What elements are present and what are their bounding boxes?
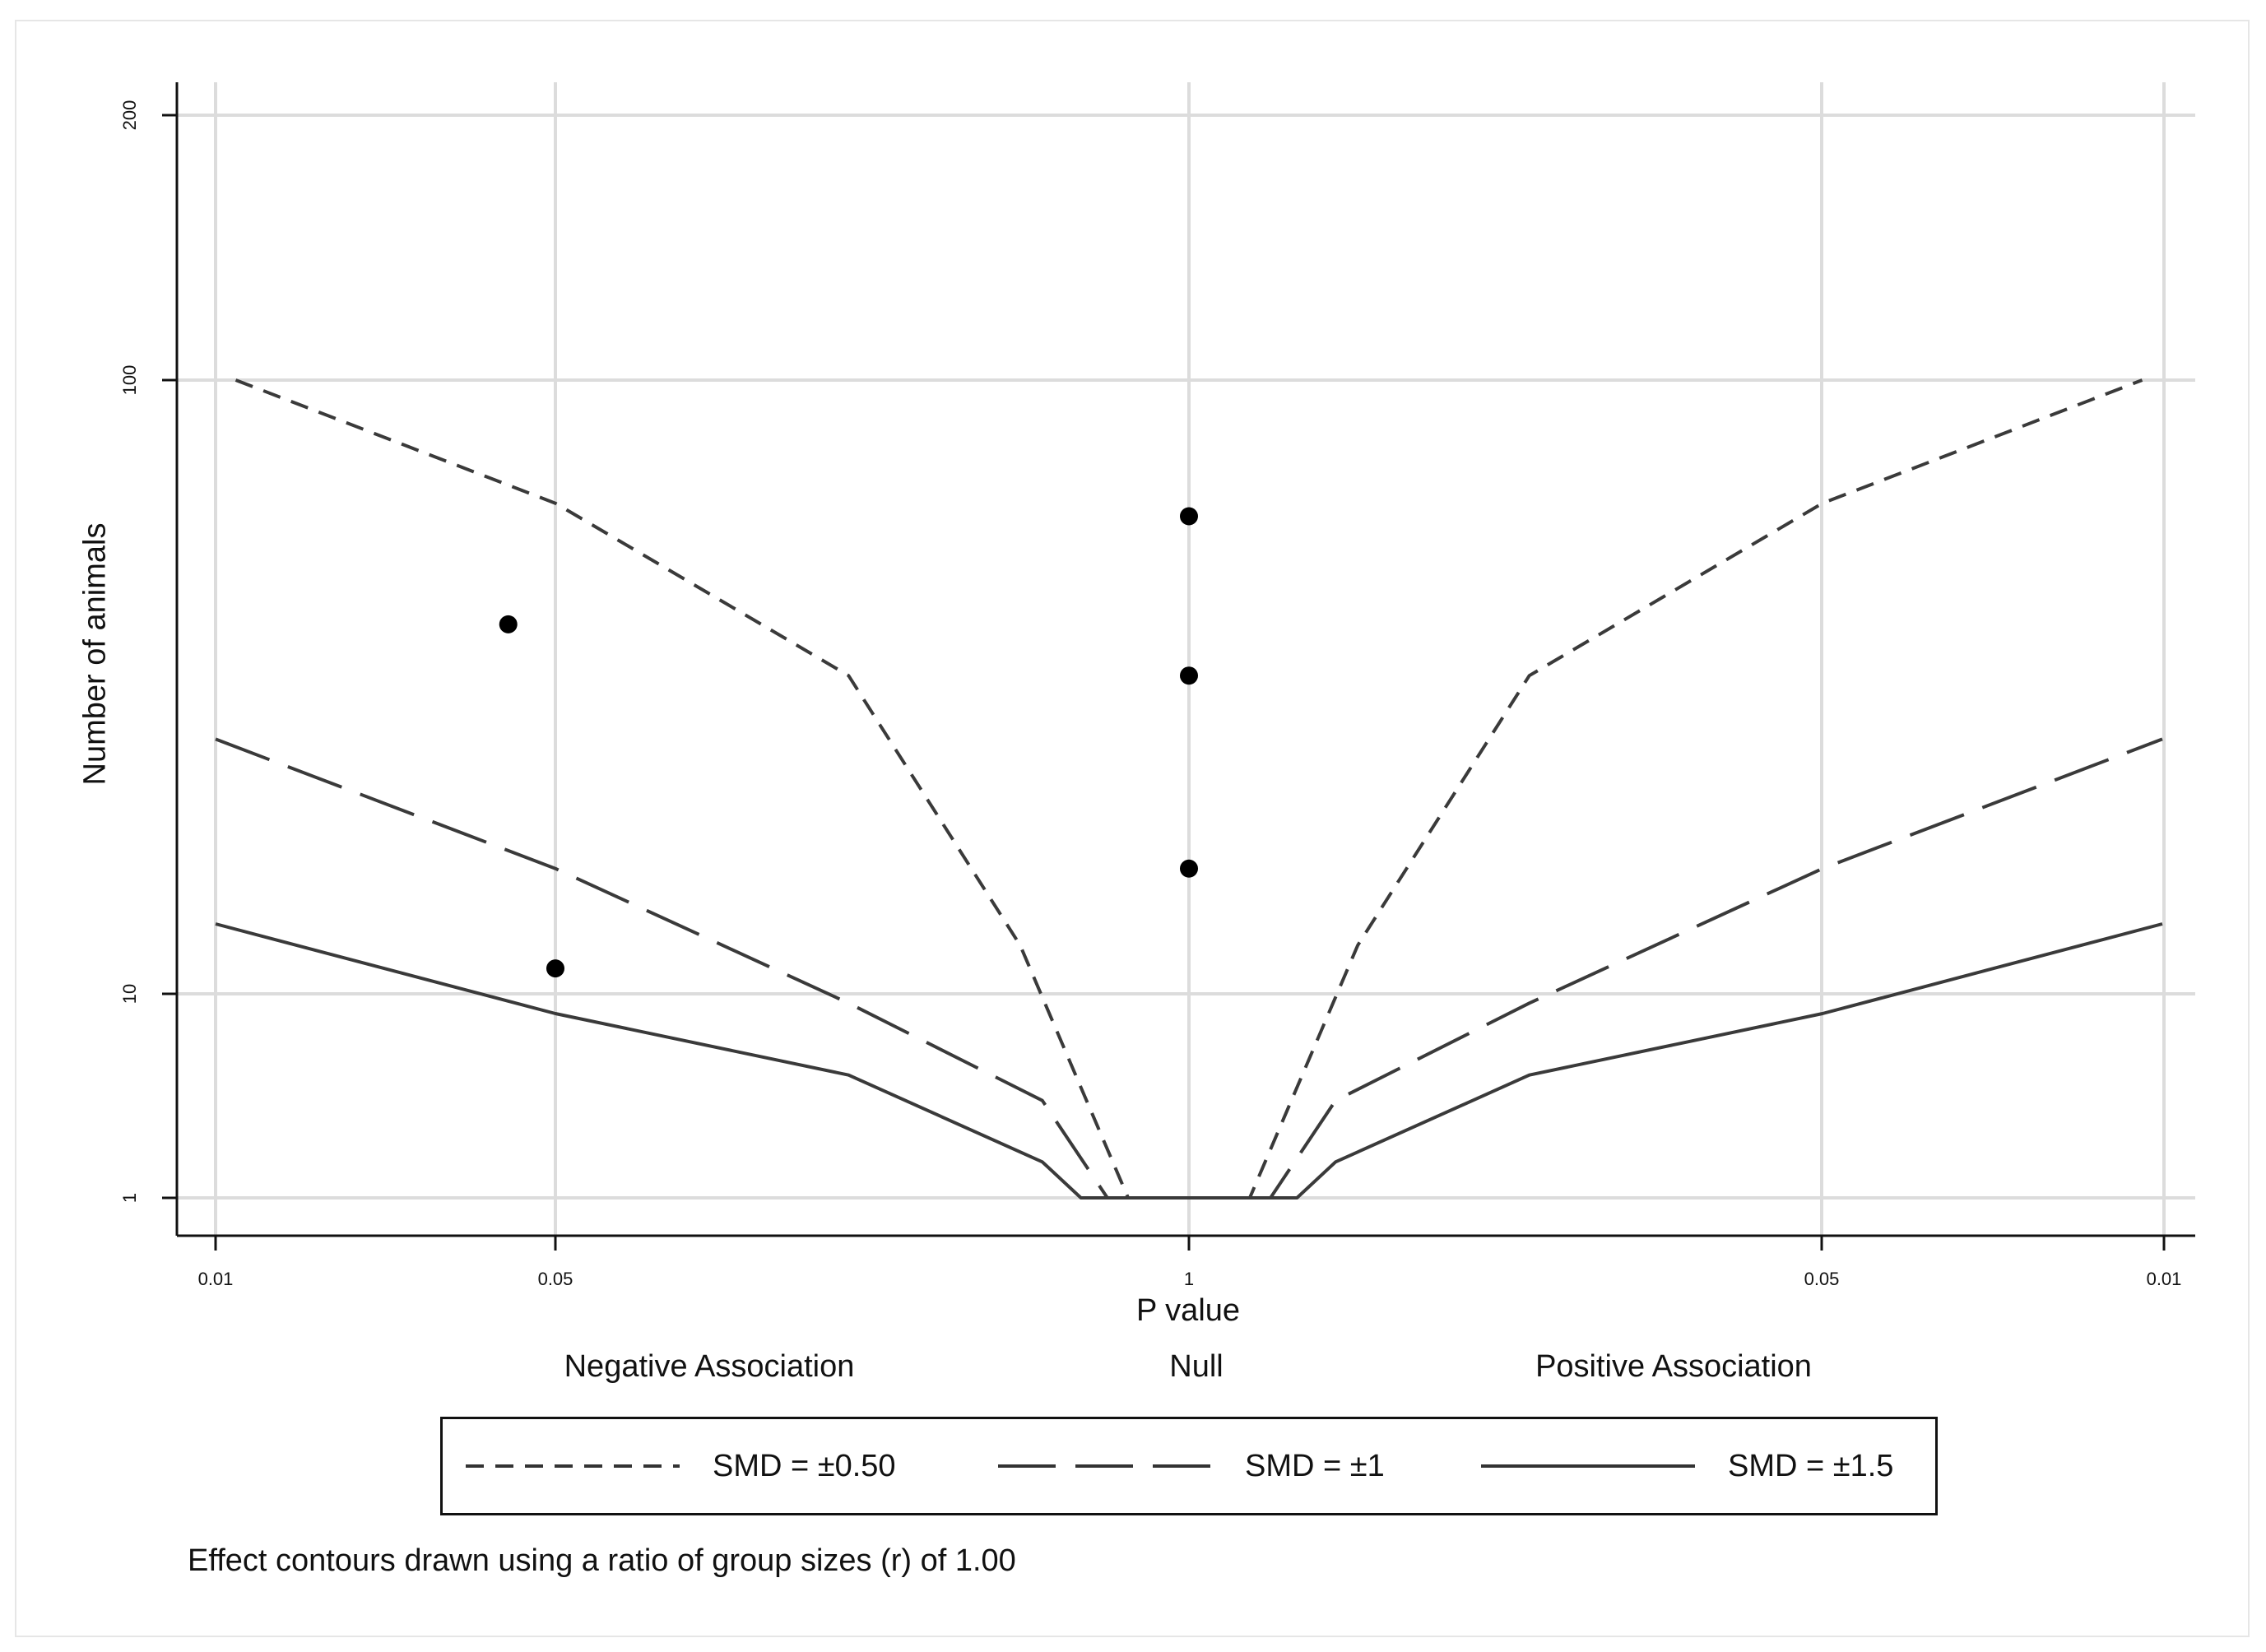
y-tick-label: 10 bbox=[119, 984, 140, 1004]
data-points bbox=[499, 507, 1198, 978]
y-axis-title: Number of animals bbox=[77, 522, 113, 786]
y-tick-label: 100 bbox=[119, 365, 140, 396]
legend-label: SMD = ±0.50 bbox=[713, 1448, 896, 1483]
chart-frame bbox=[15, 20, 2250, 1637]
axes bbox=[162, 82, 2195, 1251]
x-tick-label: 0.01 bbox=[2147, 1269, 2182, 1289]
legend: SMD = ±0.50 SMD = ±1 SMD = ±1.5 bbox=[440, 1417, 1938, 1515]
x-tick-label: 0.05 bbox=[538, 1269, 573, 1289]
contour-line bbox=[215, 922, 2163, 1200]
data-point bbox=[1180, 666, 1198, 685]
legend-item-smd-15: SMD = ±1.5 bbox=[1481, 1419, 1893, 1513]
data-point bbox=[1180, 507, 1198, 526]
tick-labels: 1 10 100 200 0.01 0.05 1 0.05 0.01 bbox=[119, 100, 2181, 1289]
legend-label: SMD = ±1.5 bbox=[1728, 1448, 1894, 1483]
legend-swatch-short-dash bbox=[466, 1464, 680, 1468]
data-point bbox=[1180, 859, 1198, 878]
data-point bbox=[546, 959, 564, 978]
footnote: Effect contours drawn using a ratio of g… bbox=[188, 1543, 1016, 1578]
x-tick-label: 0.05 bbox=[1804, 1269, 1840, 1289]
plot-area: 1 10 100 200 0.01 0.05 1 0.05 0.01 bbox=[119, 82, 2195, 1289]
data-point bbox=[499, 615, 518, 633]
legend-swatch-solid bbox=[1481, 1464, 1695, 1468]
y-tick-label: 200 bbox=[119, 100, 140, 131]
legend-swatch-long-dash bbox=[998, 1464, 1212, 1468]
y-tick-label: 1 bbox=[119, 1193, 140, 1203]
legend-label: SMD = ±1 bbox=[1245, 1448, 1385, 1483]
contour-lines bbox=[215, 378, 2163, 1200]
region-label-negative: Negative Association bbox=[564, 1349, 855, 1384]
gridlines bbox=[177, 82, 2195, 1236]
legend-item-smd-1: SMD = ±1 bbox=[998, 1419, 1385, 1513]
x-tick-label: 0.01 bbox=[198, 1269, 234, 1289]
region-label-positive: Positive Association bbox=[1535, 1349, 1812, 1384]
x-tick-label: 1 bbox=[1184, 1269, 1194, 1289]
x-axis-title: P value bbox=[1135, 1293, 1241, 1328]
region-label-null: Null bbox=[1169, 1349, 1224, 1384]
legend-item-smd-050: SMD = ±0.50 bbox=[466, 1419, 896, 1513]
